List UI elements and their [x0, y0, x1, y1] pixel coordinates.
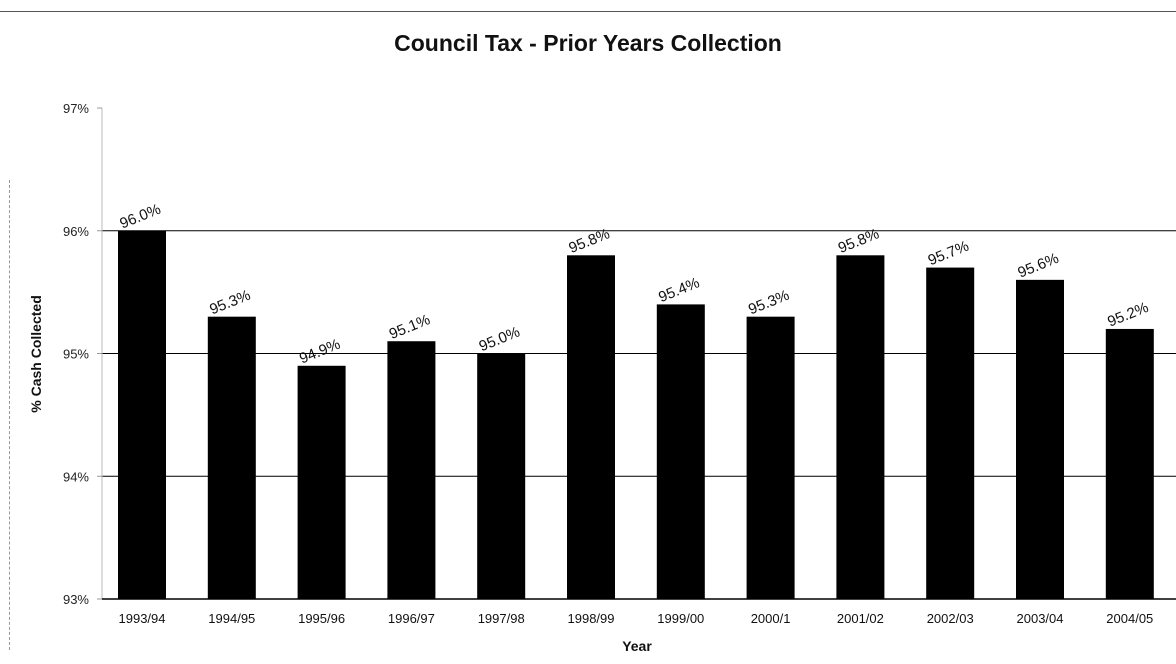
left-border: [9, 180, 10, 650]
top-divider: [0, 11, 1176, 12]
x-tick-label: 2003/04: [1017, 611, 1064, 626]
x-tick-label: 2000/1: [751, 611, 791, 626]
data-label: 95.3%: [746, 287, 792, 319]
bar: [297, 365, 346, 599]
bars: [118, 230, 1154, 600]
x-tick-label: 1994/95: [208, 611, 255, 626]
bar: [1016, 279, 1064, 599]
data-labels: 96.0% 95.3% 94.9% 95.1% 95.0% 95.8% 95.4% 95.3%…: [117, 201, 1151, 368]
data-label: 96.0%: [117, 201, 163, 233]
y-tick-label: 93%: [63, 592, 89, 607]
bar: [926, 267, 975, 599]
data-label: 95.8%: [836, 225, 882, 257]
data-label: 95.7%: [926, 238, 972, 270]
bar: [477, 353, 526, 599]
bar: [836, 255, 885, 600]
x-tick-label: 1996/97: [388, 611, 435, 626]
x-axis: 1993/94 1994/95 1995/96 1996/97 1997/98 1998/…: [102, 598, 1176, 626]
data-label: 95.3%: [207, 287, 253, 319]
data-label: 94.9%: [297, 336, 343, 368]
y-tick-label: 95%: [63, 347, 89, 362]
bar: [656, 304, 705, 599]
bar: [1105, 328, 1154, 599]
data-label: 95.4%: [656, 274, 702, 306]
y-tick-label: 96%: [63, 224, 89, 239]
x-tick-label: 1995/96: [298, 611, 345, 626]
bar: [387, 341, 436, 599]
bar: [567, 255, 615, 600]
data-label: 95.1%: [387, 311, 433, 343]
x-axis-title: Year: [622, 638, 652, 654]
y-axis: 93% 94% 95% 96% 97%: [63, 101, 103, 607]
x-tick-label: 2004/05: [1106, 611, 1153, 626]
x-tick-label: 2001/02: [837, 611, 884, 626]
data-label: 95.0%: [477, 323, 523, 355]
x-tick-label: 2002/03: [927, 611, 974, 626]
y-tick-label: 94%: [63, 469, 89, 484]
bar: [746, 316, 795, 599]
y-tick-label: 97%: [63, 101, 89, 116]
x-tick-label: 1993/94: [119, 611, 166, 626]
bar: [207, 316, 256, 599]
bar: [118, 230, 166, 599]
y-axis-title: % Cash Collected: [28, 295, 44, 412]
gridlines: [102, 230, 1176, 477]
chart-title: Council Tax - Prior Years Collection: [394, 30, 782, 56]
data-label: 95.8%: [566, 225, 612, 257]
data-label: 95.2%: [1105, 299, 1151, 331]
x-tick-label: 1997/98: [478, 611, 525, 626]
x-tick-label: 1999/00: [657, 611, 704, 626]
data-label: 95.6%: [1015, 250, 1061, 282]
x-tick-label: 1998/99: [568, 611, 615, 626]
